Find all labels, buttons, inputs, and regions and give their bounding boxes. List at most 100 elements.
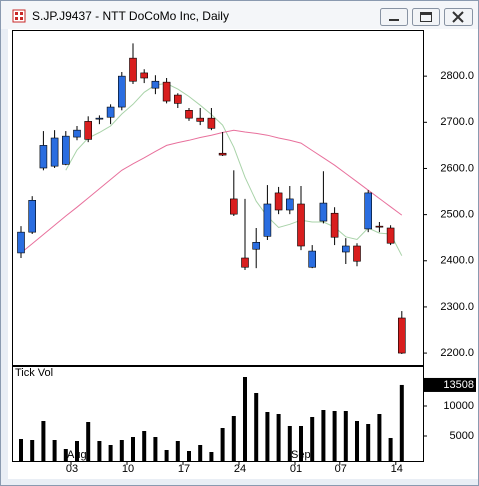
x-tick-label: 17 xyxy=(178,463,190,475)
volume-bar xyxy=(231,416,236,461)
candle-body xyxy=(106,106,115,118)
volume-bar xyxy=(41,420,46,461)
candle-body xyxy=(151,80,160,89)
maximize-button[interactable] xyxy=(412,8,440,26)
y-tick-label: 10000 xyxy=(443,400,474,412)
candle-body xyxy=(353,245,361,262)
volume-panel xyxy=(12,366,424,462)
candle-body xyxy=(375,225,384,228)
y-tick-label: 2600.0 xyxy=(440,162,474,174)
candle-body xyxy=(330,212,339,238)
candle-body xyxy=(319,202,328,222)
candle-body xyxy=(129,57,137,82)
volume-bar xyxy=(220,428,225,461)
y-tick-label: 5000 xyxy=(450,430,474,442)
volume-bar xyxy=(254,392,259,461)
volume-bar xyxy=(332,410,337,461)
moving-average-line xyxy=(65,82,403,256)
month-label: Aug xyxy=(67,449,87,461)
candle-body xyxy=(252,242,260,250)
candle-body xyxy=(196,117,204,122)
price-panel xyxy=(12,30,424,366)
volume-bar xyxy=(119,440,124,461)
candle-body xyxy=(285,198,294,211)
x-tick-label: 24 xyxy=(234,463,246,475)
volume-bar xyxy=(175,440,180,461)
candle-body xyxy=(39,145,48,169)
volume-bar xyxy=(108,444,113,461)
y-tick-label: 2700.0 xyxy=(440,116,474,128)
candle-body xyxy=(162,81,171,102)
close-button[interactable] xyxy=(444,8,473,26)
candle-body xyxy=(17,231,25,254)
candle-body xyxy=(386,227,395,244)
candle-body xyxy=(230,198,238,215)
candle-body xyxy=(241,257,249,268)
volume-bar xyxy=(75,440,79,461)
volume-bar xyxy=(355,420,359,461)
volume-bar xyxy=(265,412,270,461)
volume-bar xyxy=(377,413,382,461)
candle-body xyxy=(218,152,227,156)
volume-bar xyxy=(343,410,348,461)
volume-bar xyxy=(287,425,292,461)
candle-body xyxy=(274,192,283,211)
candle-body xyxy=(140,72,148,79)
window-title: S.JP.J9437 - NTT DoCoMo Inc, Daily xyxy=(32,9,229,23)
candle-body xyxy=(364,192,373,230)
volume-bar xyxy=(86,422,91,461)
volume-bar xyxy=(97,440,102,461)
y-tick-label: 2200.0 xyxy=(440,347,474,359)
candle-body xyxy=(95,117,104,120)
app-icon xyxy=(12,9,26,23)
volume-bar xyxy=(19,438,23,461)
x-tick-label: 03 xyxy=(66,463,78,475)
y-tick-label: 2400.0 xyxy=(440,255,474,267)
volume-bar xyxy=(198,444,203,461)
candle-body xyxy=(118,75,126,108)
last-value-box xyxy=(424,377,476,392)
y-tick-label: 2800.0 xyxy=(440,70,474,82)
volume-bar xyxy=(164,449,169,461)
moving-average-line xyxy=(20,129,403,254)
candle-body xyxy=(308,250,317,268)
volume-bar xyxy=(142,431,147,461)
volume-bar xyxy=(299,425,303,461)
candle-body xyxy=(73,129,81,138)
volume-bar xyxy=(131,437,135,461)
x-tick-label: 01 xyxy=(290,463,302,475)
last-value-label: 13508 xyxy=(443,379,474,391)
volume-bar xyxy=(388,437,393,461)
volume-bar xyxy=(399,384,404,461)
volume-bar xyxy=(209,452,214,461)
candle-body xyxy=(50,137,59,167)
candle-body xyxy=(207,117,216,129)
candle-body xyxy=(84,121,92,140)
candle-body xyxy=(297,203,305,247)
candle-body xyxy=(174,94,182,104)
candle-body xyxy=(185,110,193,119)
candle-body xyxy=(397,317,406,354)
volume-bar xyxy=(366,423,371,461)
volume-bar xyxy=(243,377,247,461)
volume-bar xyxy=(310,416,315,461)
x-tick-label: 07 xyxy=(335,463,347,475)
candle-body xyxy=(263,203,272,237)
volume-title: Tick Vol xyxy=(15,367,53,379)
plot: 2200.0 2300.0 2400.0 2500.0 2600.0 2700.0 2800… xyxy=(17,43,476,475)
minimize-button[interactable] xyxy=(380,8,408,26)
x-tick-label: 10 xyxy=(122,463,134,475)
volume-bar xyxy=(187,450,191,461)
volume-bar xyxy=(52,440,57,461)
volume-bar xyxy=(153,437,158,461)
month-label: Sep xyxy=(291,449,311,461)
x-tick-label: 14 xyxy=(391,463,403,475)
candle-body xyxy=(341,245,350,253)
volume-bar xyxy=(63,449,68,461)
y-tick-label: 2500.0 xyxy=(440,209,474,221)
candle-body xyxy=(28,200,37,233)
volume-bar xyxy=(276,413,281,461)
candle-body xyxy=(61,135,70,165)
